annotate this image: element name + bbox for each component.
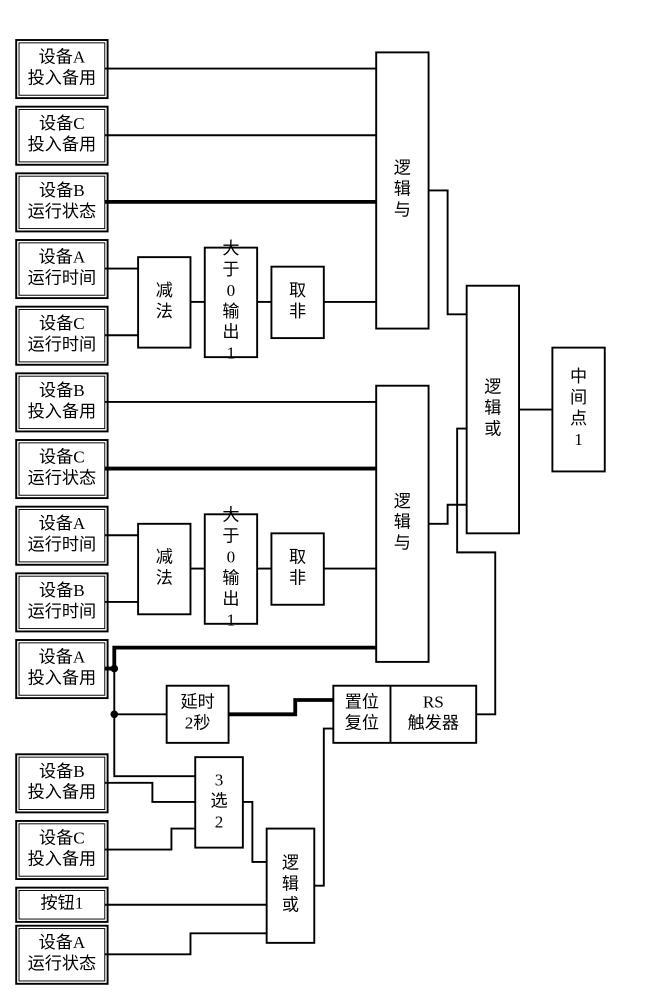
svg-text:设备A: 设备A — [39, 248, 86, 267]
svg-text:输: 输 — [222, 568, 239, 587]
svg-text:减: 减 — [156, 281, 173, 300]
svg-text:延时: 延时 — [180, 693, 214, 712]
svg-text:点: 点 — [570, 409, 587, 428]
svg-text:运行状态: 运行状态 — [28, 954, 96, 973]
svg-text:0: 0 — [227, 548, 236, 567]
svg-text:设备A: 设备A — [39, 48, 86, 67]
svg-text:辑: 辑 — [484, 398, 501, 417]
svg-text:或: 或 — [484, 419, 501, 438]
svg-text:按钮1: 按钮1 — [40, 894, 83, 913]
svg-text:取: 取 — [289, 548, 306, 567]
svg-text:2秒: 2秒 — [185, 714, 211, 733]
svg-text:设备C: 设备C — [39, 114, 85, 133]
svg-text:运行时间: 运行时间 — [28, 535, 96, 554]
svg-text:逻: 逻 — [484, 378, 501, 397]
svg-text:3: 3 — [215, 770, 224, 789]
svg-text:设备B: 设备B — [39, 181, 85, 200]
wire — [105, 783, 195, 802]
junction — [110, 665, 118, 673]
svg-text:辑: 辑 — [394, 179, 411, 198]
svg-text:RS: RS — [423, 693, 444, 712]
svg-text:投入备用: 投入备用 — [28, 135, 96, 154]
wire — [314, 729, 333, 886]
wire — [229, 700, 334, 714]
svg-text:逻: 逻 — [394, 492, 411, 511]
junction — [110, 710, 118, 718]
svg-text:2: 2 — [215, 812, 224, 831]
svg-text:1: 1 — [227, 344, 236, 363]
svg-text:大: 大 — [222, 239, 239, 258]
svg-text:中: 中 — [570, 367, 587, 386]
svg-text:1: 1 — [227, 610, 236, 629]
svg-text:辑: 辑 — [394, 513, 411, 532]
svg-text:选: 选 — [210, 791, 227, 810]
svg-text:运行时间: 运行时间 — [28, 602, 96, 621]
svg-text:复位: 复位 — [345, 714, 379, 733]
svg-text:减: 减 — [156, 548, 173, 567]
svg-text:运行时间: 运行时间 — [28, 335, 96, 354]
svg-text:或: 或 — [282, 896, 299, 915]
svg-text:逻: 逻 — [282, 854, 299, 873]
svg-text:设备A: 设备A — [39, 933, 86, 952]
svg-text:设备B: 设备B — [39, 381, 85, 400]
svg-text:取: 取 — [289, 281, 306, 300]
svg-text:与: 与 — [394, 534, 411, 553]
wire — [105, 933, 267, 954]
svg-text:投入备用: 投入备用 — [28, 668, 96, 687]
svg-text:1: 1 — [574, 430, 583, 449]
svg-text:于: 于 — [222, 527, 239, 546]
svg-text:投入备用: 投入备用 — [28, 68, 96, 87]
svg-text:逻: 逻 — [394, 158, 411, 177]
svg-text:设备B: 设备B — [39, 581, 85, 600]
svg-text:于: 于 — [222, 260, 239, 279]
svg-text:设备A: 设备A — [39, 514, 86, 533]
svg-text:运行时间: 运行时间 — [28, 268, 96, 287]
wire — [243, 802, 267, 862]
svg-text:大: 大 — [222, 506, 239, 525]
svg-text:法: 法 — [156, 568, 173, 587]
svg-text:投入备用: 投入备用 — [28, 849, 96, 868]
svg-text:法: 法 — [156, 302, 173, 321]
svg-text:设备A: 设备A — [39, 648, 86, 667]
svg-text:运行状态: 运行状态 — [28, 202, 96, 221]
svg-text:设备C: 设备C — [39, 314, 85, 333]
wire — [114, 669, 166, 715]
svg-text:非: 非 — [289, 302, 306, 321]
svg-text:投入备用: 投入备用 — [28, 402, 96, 421]
svg-text:0: 0 — [227, 281, 236, 300]
svg-text:非: 非 — [289, 568, 306, 587]
svg-text:辑: 辑 — [282, 875, 299, 894]
svg-text:投入备用: 投入备用 — [28, 783, 96, 802]
svg-text:设备C: 设备C — [39, 828, 85, 847]
wire — [105, 648, 376, 669]
svg-text:出: 出 — [222, 589, 239, 608]
svg-text:触发器: 触发器 — [408, 714, 459, 733]
wire — [429, 505, 467, 524]
svg-text:出: 出 — [222, 323, 239, 342]
svg-text:置位: 置位 — [345, 693, 379, 712]
wire — [429, 190, 467, 314]
svg-text:运行状态: 运行状态 — [28, 468, 96, 487]
svg-text:设备B: 设备B — [39, 762, 85, 781]
svg-text:输: 输 — [222, 302, 239, 321]
svg-text:间: 间 — [570, 388, 587, 407]
svg-text:设备C: 设备C — [39, 448, 85, 467]
svg-text:与: 与 — [394, 200, 411, 219]
wire — [105, 829, 195, 850]
